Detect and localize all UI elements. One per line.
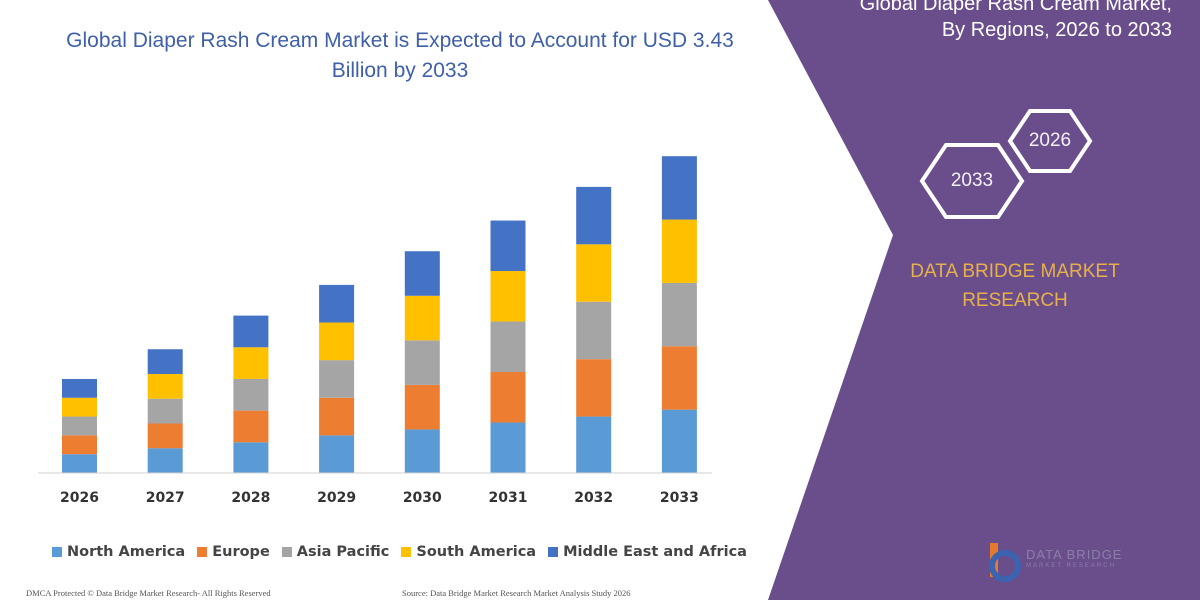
bar-2026-series-1 [62, 435, 97, 455]
bar-2029-series-4 [319, 284, 355, 323]
bar-2028-series-2 [233, 378, 269, 411]
bar-2033-series-0 [661, 409, 697, 473]
bars-group [62, 156, 697, 473]
bar-2033-series-4 [661, 156, 697, 220]
bar-2027-series-3 [147, 374, 183, 399]
bar-2030-series-3 [404, 295, 440, 341]
legend-swatch [197, 547, 208, 557]
bar-2031-series-3 [490, 271, 526, 322]
legend-label: South America [416, 544, 537, 560]
chart-legend: North America Europe Asia Pacific South Ame… [52, 544, 747, 560]
footer-copyright: DMCA Protected © Data Bridge Market Rese… [26, 588, 271, 598]
bar-2027-series-1 [147, 423, 183, 449]
logo-mark-icon [989, 543, 1021, 582]
logo-subtext: MARKET RESEARCH [1026, 563, 1116, 569]
legend-item: Asia Pacific [281, 544, 390, 560]
bar-2026-series-2 [62, 416, 97, 436]
hex-label-back: 2026 [1028, 130, 1072, 151]
x-tick-label: 2026 [60, 490, 99, 506]
bar-2027-series-0 [147, 448, 183, 473]
x-tick-label: 2033 [660, 490, 699, 506]
logo-text: DATA BRIDGE [1026, 547, 1123, 562]
bar-2031-series-4 [490, 220, 526, 272]
brand-line2: RESEARCH [962, 290, 1068, 311]
bar-2032-series-1 [576, 359, 612, 417]
footer-source: Source: Data Bridge Market Research Mark… [402, 588, 631, 598]
bar-2027-series-4 [147, 349, 183, 374]
legend-swatch [548, 547, 559, 557]
bar-2029-series-1 [319, 397, 355, 436]
side-title-line2: By Regions, 2026 to 2033 [941, 19, 1172, 41]
legend-swatch [52, 547, 62, 557]
legend-label: Europe [212, 544, 270, 560]
bar-2031-series-1 [490, 372, 526, 423]
side-panel-title: Global Diaper Rash Cream Market, By Regi… [772, 0, 1172, 43]
legend-swatch [281, 547, 292, 557]
bar-2030-series-1 [404, 384, 440, 430]
x-ticks-group: 2026 2027 2028 2029 2030 2031 2032 2033 [60, 490, 699, 506]
bar-2026-series-3 [62, 397, 97, 417]
bar-2033-series-1 [661, 346, 697, 410]
hexagon-back-icon [1007, 109, 1093, 173]
legend-item: North America [52, 544, 185, 560]
bar-2028-series-3 [233, 347, 269, 379]
x-tick-label: 2028 [231, 490, 270, 506]
bar-2031-series-0 [490, 422, 526, 473]
bar-2030-series-4 [404, 251, 440, 296]
logo: DATA BRIDGE MARKET RESEARCH [1026, 548, 1122, 569]
bar-2032-series-3 [576, 244, 612, 302]
bar-2033-series-2 [661, 282, 697, 347]
chart-title: Global Diaper Rash Cream Market is Expec… [66, 29, 734, 82]
bar-2031-series-2 [490, 321, 526, 373]
legend-label: Asia Pacific [296, 544, 390, 560]
bar-2029-series-0 [319, 435, 355, 473]
bar-2032-series-0 [576, 416, 612, 473]
bar-2028-series-4 [233, 315, 269, 348]
bar-2029-series-2 [319, 360, 355, 398]
brand-name: DATA BRIDGE MARKET RESEARCH [900, 257, 1130, 315]
bar-2026-series-4 [62, 378, 97, 398]
legend-item: Europe [197, 544, 270, 560]
bar-2032-series-2 [576, 301, 612, 360]
hexagon-front-icon [919, 143, 1025, 219]
legend-label: North America [67, 544, 186, 560]
x-tick-label: 2030 [403, 490, 442, 506]
legend-label: Middle East and Africa [563, 544, 747, 560]
bar-2030-series-2 [404, 340, 440, 385]
bar-2028-series-1 [233, 410, 269, 443]
legend-swatch [401, 547, 412, 557]
x-tick-label: 2032 [574, 490, 613, 506]
x-tick-label: 2029 [317, 490, 356, 506]
bar-2029-series-3 [319, 322, 355, 361]
bar-2027-series-2 [147, 398, 183, 424]
x-tick-label: 2027 [146, 490, 185, 506]
side-panel-background [768, 0, 1200, 600]
side-title-line1: Global Diaper Rash Cream Market, [859, 0, 1172, 15]
bar-2028-series-0 [233, 442, 269, 473]
bar-2033-series-3 [661, 219, 697, 283]
bar-2030-series-0 [404, 429, 440, 473]
bar-2026-series-0 [62, 454, 97, 473]
x-tick-label: 2031 [489, 490, 528, 506]
legend-item: South America [401, 544, 536, 560]
hex-label-front: 2033 [950, 170, 994, 191]
bar-2032-series-4 [576, 186, 612, 245]
brand-line1: DATA BRIDGE MARKET [910, 261, 1120, 282]
legend-item: Middle East and Africa [548, 544, 747, 560]
